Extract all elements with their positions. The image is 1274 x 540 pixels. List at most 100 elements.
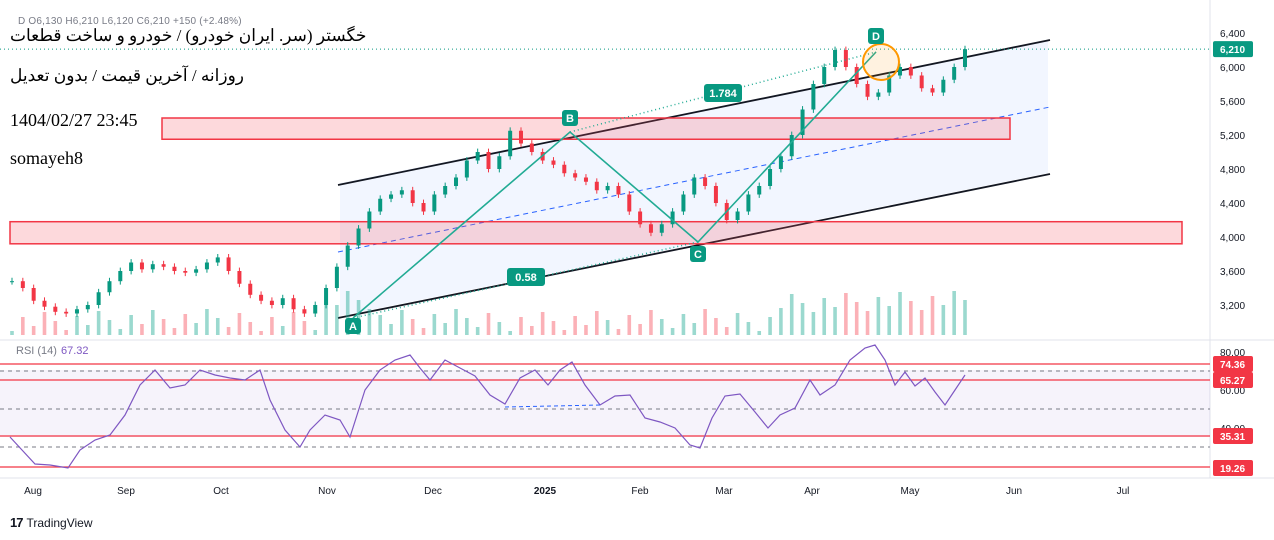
volume-bar xyxy=(486,313,491,335)
candle xyxy=(941,76,946,96)
candle-body xyxy=(898,67,903,76)
candle xyxy=(324,284,329,309)
candle xyxy=(118,267,123,285)
candle-body xyxy=(670,211,675,225)
price-tick-label: 5,600 xyxy=(1220,97,1245,108)
support-zone xyxy=(9,220,1183,245)
volume-bar xyxy=(757,331,762,335)
volume-bar xyxy=(215,318,220,335)
volume-bar xyxy=(291,312,296,335)
volume-bar xyxy=(573,316,577,335)
volume-bar xyxy=(313,330,318,335)
time-axis-label: Oct xyxy=(213,486,229,497)
candle-body xyxy=(118,271,123,282)
volume-bar xyxy=(86,325,90,335)
rsi-level-badge-text: 65.27 xyxy=(1220,376,1245,387)
candle-body xyxy=(551,160,556,165)
candle xyxy=(854,63,859,88)
candle xyxy=(269,297,274,309)
candle xyxy=(822,63,827,88)
candle xyxy=(692,174,697,198)
candle xyxy=(172,263,177,275)
volume-bar xyxy=(454,309,458,335)
volume-bar xyxy=(161,319,166,335)
price-tick-label: 3,200 xyxy=(1220,301,1245,312)
candle-body xyxy=(248,283,253,295)
tradingview-name: TradingView xyxy=(26,515,93,530)
candle-body xyxy=(800,109,805,135)
tradingview-logo[interactable]: 17 TradingView xyxy=(10,515,93,530)
volume-bar xyxy=(800,303,805,335)
time-axis-label: Nov xyxy=(318,486,336,497)
candle xyxy=(486,148,491,173)
volume-bar xyxy=(616,329,621,335)
candle xyxy=(443,182,448,198)
candle xyxy=(96,288,101,309)
candle xyxy=(161,260,166,271)
tradingview-icon: 17 xyxy=(10,515,24,530)
candle-body xyxy=(919,75,924,89)
pattern-point-a: A xyxy=(345,318,361,334)
volume-bar xyxy=(335,305,339,335)
candle-body xyxy=(638,211,643,225)
candle xyxy=(659,220,664,237)
rsi-level-badge: 65.27 xyxy=(1213,372,1253,388)
volume-bar xyxy=(42,312,47,335)
candle-body xyxy=(854,67,859,84)
volume-bar xyxy=(822,298,827,335)
candle-body xyxy=(746,194,751,212)
candle-body xyxy=(139,262,144,270)
volume-bar xyxy=(410,319,415,335)
abcd-pattern-line xyxy=(352,51,877,319)
candle xyxy=(421,199,426,215)
volume-bar xyxy=(140,324,144,335)
candle-body xyxy=(204,262,209,270)
candle-body xyxy=(616,186,621,195)
time-axis-label: Feb xyxy=(631,486,649,497)
candle-body xyxy=(432,194,437,212)
volume-bar xyxy=(530,326,534,335)
candle xyxy=(735,208,740,224)
candle-body xyxy=(421,203,426,212)
volume-bar xyxy=(540,312,545,335)
candle-body xyxy=(313,305,318,314)
volume-bar xyxy=(280,326,285,335)
candle-body xyxy=(963,49,967,67)
candle-body xyxy=(583,177,588,182)
candle xyxy=(811,80,816,113)
target-circle xyxy=(862,43,900,81)
candle-body xyxy=(464,160,469,178)
candle xyxy=(703,174,708,190)
candle-body xyxy=(822,67,827,84)
candle xyxy=(573,169,578,181)
volume-bar xyxy=(930,296,935,335)
candle-body xyxy=(594,181,599,191)
candle-body xyxy=(930,88,935,93)
candle-body xyxy=(226,257,231,271)
volume-bar xyxy=(692,323,697,335)
volume-bar xyxy=(681,314,686,335)
candle-body xyxy=(399,190,404,195)
time-axis-label: Dec xyxy=(424,486,442,497)
candle-body xyxy=(302,309,307,314)
candle xyxy=(843,46,848,71)
candle xyxy=(226,254,231,275)
candle-body xyxy=(627,194,632,212)
candle xyxy=(627,191,632,215)
volume-bar xyxy=(865,311,870,335)
candle xyxy=(389,191,394,203)
rsi-divergence-line xyxy=(504,404,601,408)
candle-body xyxy=(443,186,448,195)
volume-bar xyxy=(129,315,133,335)
candle xyxy=(464,157,469,181)
volume-bar xyxy=(31,326,36,335)
candle xyxy=(887,72,892,96)
candle xyxy=(302,305,307,317)
candle xyxy=(670,208,675,228)
candle xyxy=(356,225,361,249)
candle-body xyxy=(648,224,653,233)
volume-bar xyxy=(10,331,14,335)
candle-body xyxy=(952,67,957,80)
volume-bar xyxy=(356,300,361,335)
